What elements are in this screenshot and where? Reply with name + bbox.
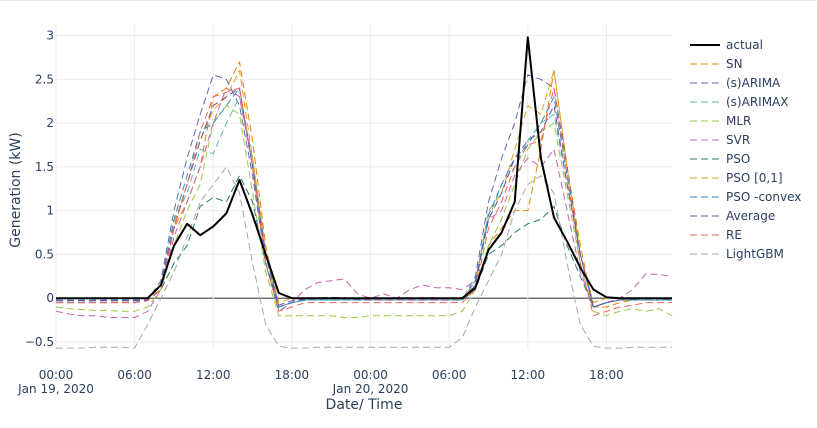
legend-label: PSO -convex bbox=[726, 190, 801, 204]
legend-label: SVR bbox=[726, 133, 750, 147]
series-line-average bbox=[56, 87, 673, 308]
legend-label: actual bbox=[726, 38, 763, 52]
legend-item-actual[interactable]: actual bbox=[690, 38, 763, 52]
legend-label: MLR bbox=[726, 114, 751, 128]
legend-item-re[interactable]: RE bbox=[690, 228, 742, 242]
y-tick-label: 2.5 bbox=[35, 72, 54, 86]
legend-item-s-arima[interactable]: (s)ARIMA bbox=[690, 76, 781, 90]
y-tick-label: 1 bbox=[46, 204, 54, 218]
x-tick-date-label: Jan 19, 2020 bbox=[17, 382, 94, 396]
series-line-s-arima bbox=[56, 74, 672, 312]
series-lines bbox=[55, 36, 673, 349]
legend[interactable]: actual SN (s)ARIMA (s)ARIMAX MLR SVR PSO PSO [0… bbox=[690, 38, 801, 261]
x-tick-label: 00:00 bbox=[39, 368, 74, 382]
y-tick-label: 1.5 bbox=[35, 160, 54, 174]
series-line-actual bbox=[56, 36, 672, 300]
y-axis-title: Generation (kW) bbox=[8, 132, 24, 247]
x-tick-label: 06:00 bbox=[117, 368, 152, 382]
x-tick-date-label: Jan 20, 2020 bbox=[332, 382, 409, 396]
legend-label: SN bbox=[726, 57, 743, 71]
legend-label: RE bbox=[726, 228, 742, 242]
y-tick-label: 2 bbox=[46, 116, 54, 130]
series-line-re bbox=[56, 87, 672, 317]
legend-item-average[interactable]: Average bbox=[690, 209, 775, 223]
x-tick-label: 00:00 bbox=[353, 368, 388, 382]
legend-item-sn[interactable]: SN bbox=[690, 57, 743, 71]
legend-item-pso-convex[interactable]: PSO -convex bbox=[690, 190, 801, 204]
y-tick-label: 0.5 bbox=[35, 247, 54, 261]
x-tick-label: 06:00 bbox=[432, 368, 467, 382]
legend-item-pso[interactable]: PSO bbox=[690, 152, 750, 166]
x-axis-title: Date/ Time bbox=[326, 397, 403, 413]
x-tick-label: 18:00 bbox=[275, 368, 310, 382]
x-tick-label: 12:00 bbox=[196, 368, 231, 382]
legend-item-mlr[interactable]: MLR bbox=[690, 114, 751, 128]
x-tick-label: 18:00 bbox=[589, 368, 624, 382]
legend-item-s-arimax[interactable]: (s)ARIMAX bbox=[690, 95, 788, 109]
legend-item-svr[interactable]: SVR bbox=[690, 133, 750, 147]
y-tick-label: 3 bbox=[46, 29, 54, 43]
y-tick-label: 0 bbox=[46, 291, 54, 305]
legend-label: LightGBM bbox=[726, 247, 784, 261]
legend-item-pso-0-1[interactable]: PSO [0,1] bbox=[690, 171, 783, 185]
legend-label: PSO bbox=[726, 152, 750, 166]
legend-label: (s)ARIMAX bbox=[726, 95, 788, 109]
series-line-svr bbox=[55, 87, 673, 318]
legend-label: (s)ARIMA bbox=[726, 76, 781, 90]
legend-label: PSO [0,1] bbox=[726, 171, 783, 185]
legend-label: Average bbox=[726, 209, 775, 223]
y-tick-label: −0.5 bbox=[25, 335, 54, 349]
x-tick-label: 12:00 bbox=[511, 368, 546, 382]
legend-item-lightgbm[interactable]: LightGBM bbox=[690, 247, 784, 261]
